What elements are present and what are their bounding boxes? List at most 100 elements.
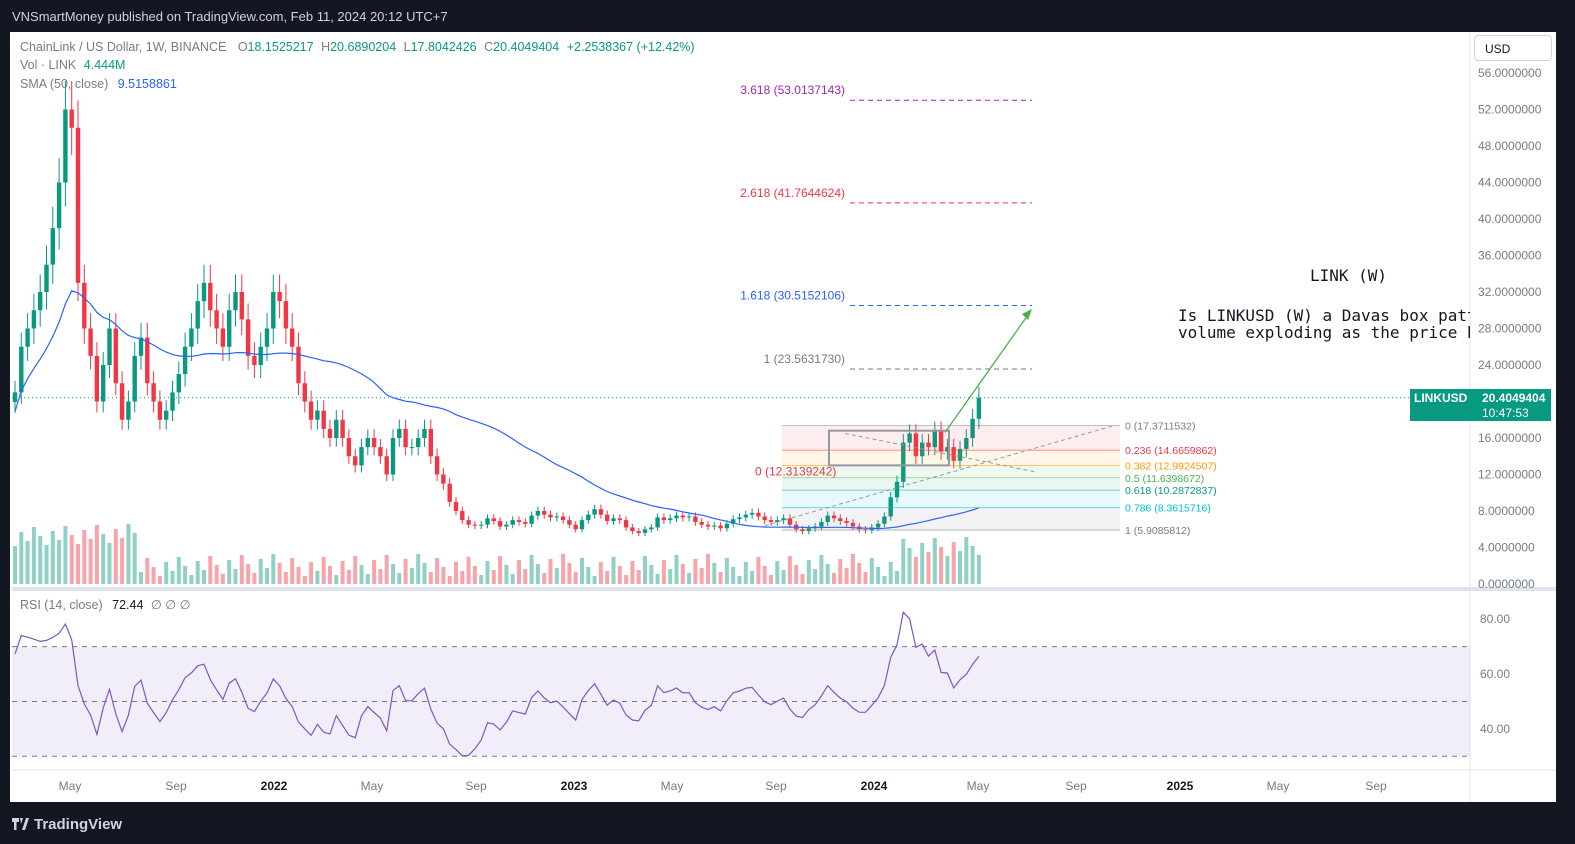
volume-bar [239,555,244,584]
volume-bar [378,569,383,584]
price-axis-label: 8.0000000 [1478,504,1535,518]
candle-body [239,292,244,320]
candle-body [170,392,175,411]
candle-body [705,524,711,527]
candle-body [768,520,774,522]
volume-bar [25,541,30,584]
price-axis-label: 4.0000000 [1478,541,1535,555]
volume-bar [668,569,673,584]
volume-bar [510,574,515,584]
time-axis-label: Sep [1065,779,1087,793]
fib-ret-label: 1 (5.9085812) [1125,525,1190,537]
volume-bar [94,525,99,584]
price-axis-label: 48.0000000 [1478,139,1542,153]
candle-body [611,518,616,522]
volume-bar [787,556,792,584]
time-axis-label: May [1267,779,1290,793]
chart-frame [10,32,1556,802]
candle-body [762,516,767,521]
candle-body [655,517,660,528]
candle-body [277,292,282,302]
candle-body [529,515,534,524]
tradingview-logo[interactable]: TradingView [12,816,122,833]
candle-body [699,521,704,525]
candle-body [787,518,793,525]
annotation-title[interactable]: LINK (W) [1310,266,1388,285]
candle-body [510,520,515,525]
rsi-axis-label: 80.00 [1480,612,1510,626]
currency-button[interactable]: USD [1474,35,1552,61]
volume-bar [598,562,603,584]
volume-bar [825,564,830,584]
candle-body [466,520,471,525]
volume-bar [926,552,931,584]
candle-body [271,292,276,329]
price-axis-label: 36.0000000 [1478,249,1542,263]
candle-body [516,520,522,522]
candle-body [353,456,358,466]
candle-body [775,520,780,522]
time-axis-label: Sep [765,779,787,793]
legend-close: 20.4049404 [493,40,560,54]
candle-body [302,383,307,402]
time-axis-label: 2025 [1167,779,1194,793]
candle-body [63,109,68,183]
volume-bar [422,563,427,584]
volume-bar [724,558,729,584]
volume-bar [945,556,950,584]
volume-bar [769,575,773,584]
candle-body [623,520,629,528]
price-tag-symbol: LINKUSD [1414,391,1468,405]
volume-bar [472,566,477,584]
volume-bar [882,576,887,584]
candle-body [850,522,856,527]
volume-bar [13,546,17,584]
volume-bar [315,571,320,584]
volume-bar [157,576,162,584]
candle-body [409,447,415,449]
volume-bar [756,557,761,584]
volume-bar [863,572,868,584]
volume-bar [813,569,818,584]
volume-bar [913,557,918,584]
annotation-text[interactable]: Is LINKUSD (W) a Davas box pattern volum… [1150,300,1470,350]
candle-body [894,481,900,498]
volume-bar [857,563,862,584]
volume-bar [170,571,175,584]
volume-bar [794,565,799,584]
volume-bar [176,557,181,584]
volume-bar [359,565,364,584]
candle-body [441,474,446,484]
price-axis-label: 40.0000000 [1478,212,1542,226]
volume-bar [189,575,194,584]
volume-bar [680,564,685,584]
volume-bar [674,555,679,584]
volume-bar [409,568,414,584]
volume-bar [340,561,345,584]
volume-bar [164,562,169,584]
candle-body [220,328,226,347]
rsi-axis-label: 40.00 [1480,722,1510,736]
fib-ext-label: 2.618 (41.7644624) [740,186,845,200]
candle-body [542,511,547,515]
projection-arrow [944,311,1031,433]
price-axis-label: 28.0000000 [1478,322,1542,336]
time-axis-label: May [661,779,684,793]
volume-bar [214,565,219,584]
volume-bar [50,531,55,584]
volume-bar [101,534,106,584]
volume-bar [586,567,591,584]
candle-body [932,430,937,448]
candle-body [321,410,326,429]
candle-body [642,529,648,533]
volume-bar [718,572,723,584]
price-tag-countdown: 10:47:53 [1482,406,1529,420]
volume-bar [951,542,956,584]
volume-bar [699,568,704,584]
candle-body [913,433,919,457]
candle-body [19,346,24,393]
volume-bar [76,544,80,584]
volume-bar [958,551,962,584]
volume-bar [38,536,43,584]
